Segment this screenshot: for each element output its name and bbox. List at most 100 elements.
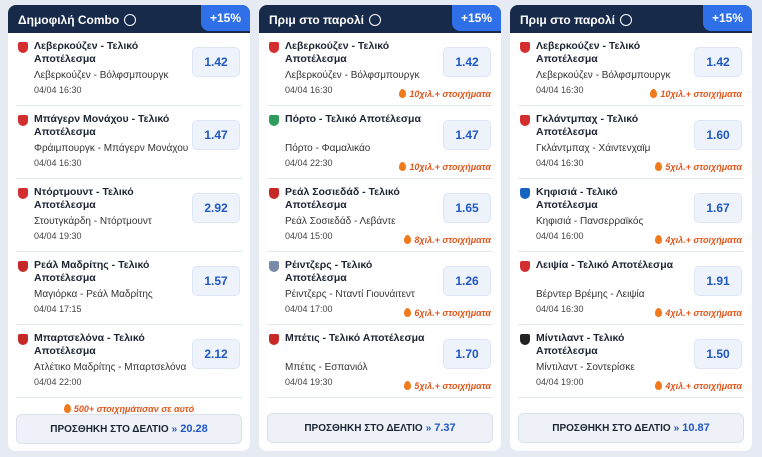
card-title: Δημοφιλή Combo — [18, 13, 137, 27]
match-time: 04/04 17:15 — [34, 304, 82, 314]
odds-button[interactable]: 1.91 — [694, 266, 742, 296]
odds-button[interactable]: 2.12 — [192, 339, 240, 369]
match-time: 04/04 22:00 — [34, 377, 82, 387]
odds-button[interactable]: 1.60 — [694, 120, 742, 150]
market-name: Ντόρτμουντ - Τελικό Αποτέλεσμα — [34, 186, 134, 211]
popularity-text: 10χιλ.+ στοιχήματα — [409, 162, 491, 172]
flame-icon — [399, 162, 407, 171]
team-logo — [18, 261, 28, 272]
odds-button[interactable]: 1.65 — [443, 193, 491, 223]
match-name: Μπέτις - Εσπανιόλ — [285, 362, 368, 373]
match-name: Ατλέτικο Μαδρίτης - Μπαρτσελόνα — [34, 362, 187, 373]
title-text: Δημοφιλή Combo — [18, 13, 120, 27]
card-title: Πριμ στο παρολί — [269, 13, 381, 27]
popularity-text: 10χιλ.+ στοιχήματα — [660, 89, 742, 99]
team-logo — [18, 334, 28, 345]
match-name: Λεβερκούζεν - Βόλφσμπουργκ — [536, 70, 671, 81]
flame-icon — [655, 381, 663, 390]
selection-row[interactable]: Λεβερκούζεν - Τελικό Αποτέλεσμα Λεβερκούζ… — [267, 33, 493, 106]
match-time: 04/04 16:30 — [285, 85, 333, 95]
odds-button[interactable]: 1.26 — [443, 266, 491, 296]
selection-row[interactable]: Πόρτο - Τελικό Αποτέλεσμα Πόρτο - Φαμαλικ… — [267, 106, 493, 179]
market-name: Μπέτις - Τελικό Αποτέλεσμα — [285, 332, 425, 344]
odds-button[interactable]: 1.42 — [443, 47, 491, 77]
match-info: Μπέτις - Εσπανιόλ 04/04 19:30 — [285, 361, 368, 389]
boost-badge: +15% — [200, 5, 250, 31]
odds-button[interactable]: 1.47 — [192, 120, 240, 150]
popularity-text: 4χιλ.+ στοιχήματα — [665, 235, 742, 245]
selection-row[interactable]: Μίντιλαντ - Τελικό Αποτέλεσμα Μίντιλαντ -… — [518, 325, 744, 398]
total-odds: 10.87 — [682, 422, 710, 434]
market-name: Κηφισιά - Τελικό Αποτέλεσμα — [536, 186, 618, 211]
boost-badge: +15% — [451, 5, 501, 31]
selection-row[interactable]: Μπάγερν Μονάχου - Τελικό Αποτέλεσμα Φράιμ… — [16, 106, 242, 179]
match-name: Γκλάντμπαχ - Χάιντενχαϊμ — [536, 143, 651, 154]
card: Δημοφιλή Combo +15% Λεβερκούζεν - Τελικό Α… — [8, 5, 250, 451]
selection-row[interactable]: Λειψία - Τελικό Αποτέλεσμα Βέρντερ Βρέμης… — [518, 252, 744, 325]
selection-row[interactable]: Λεβερκούζεν - Τελικό Αποτέλεσμα Λεβερκούζ… — [16, 33, 242, 106]
button-label: ΠΡΟΣΘΗΚΗ ΣΤΟ ΔΕΛΤΙΟ — [552, 423, 671, 434]
odds-button[interactable]: 1.70 — [443, 339, 491, 369]
match-name: Κηφισιά - Πανσερραϊκός — [536, 216, 644, 227]
selection-row[interactable]: Λεβερκούζεν - Τελικό Αποτέλεσμα Λεβερκούζ… — [518, 33, 744, 106]
selection-row[interactable]: Ρεάλ Σοσιεδάδ - Τελικό Αποτέλεσμα Ρεάλ Σο… — [267, 179, 493, 252]
popularity: 10χιλ.+ στοιχήματα — [399, 89, 491, 99]
flame-icon — [399, 89, 407, 98]
match-info: Γκλάντμπαχ - Χάιντενχαϊμ 04/04 16:30 — [536, 142, 650, 170]
market-name: Ρεάλ Σοσιεδάδ - Τελικό Αποτέλεσμα — [285, 186, 400, 211]
market-name: Γκλάντμπαχ - Τελικό Αποτέλεσμα — [536, 113, 639, 138]
selection-row[interactable]: Γκλάντμπαχ - Τελικό Αποτέλεσμα Γκλάντμπαχ… — [518, 106, 744, 179]
selection-row[interactable]: Ρεάλ Μαδρίτης - Τελικό Αποτέλεσμα Μαγιόρκ… — [16, 252, 242, 325]
add-to-slip[interactable]: ΠΡΟΣΘΗΚΗ ΣΤΟ ΔΕΛΤΙΟ» 20.28 — [16, 414, 242, 444]
card-title: Πριμ στο παρολί — [520, 13, 632, 27]
market-name: Μπάγερν Μονάχου - Τελικό Αποτέλεσμα — [34, 113, 170, 138]
market-name: Μπαρτσελόνα - Τελικό Αποτέλεσμα — [34, 332, 145, 357]
selection-row[interactable]: Ντόρτμουντ - Τελικό Αποτέλεσμα Στουτγκάρδ… — [16, 179, 242, 252]
title-text: Πριμ στο παρολί — [520, 13, 615, 27]
selection-row[interactable]: Μπαρτσελόνα - Τελικό Αποτέλεσμα Ατλέτικο … — [16, 325, 242, 398]
note-text: 500+ στοιχημάτισαν σε αυτό — [73, 404, 195, 414]
match-time: 04/04 17:00 — [285, 304, 333, 314]
odds-button[interactable]: 2.92 — [192, 193, 240, 223]
odds-button[interactable]: 1.57 — [192, 266, 240, 296]
market-name: Λεβερκούζεν - Τελικό Αποτέλεσμα — [285, 40, 390, 65]
boost-badge: +15% — [702, 5, 752, 31]
match-time: 04/04 22:30 — [285, 158, 333, 168]
team-logo — [520, 188, 530, 199]
arrow: » — [171, 424, 178, 435]
info-icon — [124, 14, 137, 26]
team-logo — [520, 334, 530, 345]
button-label: ΠΡΟΣΘΗΚΗ ΣΤΟ ΔΕΛΤΙΟ — [50, 424, 169, 435]
team-logo — [269, 188, 279, 199]
popularity-text: 6χιλ.+ στοιχήματα — [414, 308, 491, 318]
match-name: Πόρτο - Φαμαλικάο — [285, 143, 371, 154]
match-name: Ρέιντζερς - Νταντί Γιουνάιτεντ — [285, 289, 415, 300]
team-logo — [18, 42, 28, 53]
popularity-text: 4χιλ.+ στοιχήματα — [665, 308, 742, 318]
odds-button[interactable]: 1.50 — [694, 339, 742, 369]
flame-icon — [655, 235, 663, 244]
odds-button[interactable]: 1.67 — [694, 193, 742, 223]
match-info: Λεβερκούζεν - Βόλφσμπουργκ 04/04 16:30 — [34, 69, 168, 97]
flame-icon — [655, 162, 663, 171]
selection-row[interactable]: Μπέτις - Τελικό Αποτέλεσμα Μπέτις - Εσπαν… — [267, 325, 493, 398]
match-time: 04/04 16:30 — [34, 158, 82, 168]
popularity: 10χιλ.+ στοιχήματα — [650, 89, 742, 99]
add-to-slip[interactable]: ΠΡΟΣΘΗΚΗ ΣΤΟ ΔΕΛΤΙΟ» 10.87 — [518, 413, 744, 443]
match-time: 04/04 19:30 — [285, 377, 333, 387]
odds-button[interactable]: 1.42 — [694, 47, 742, 77]
team-logo — [520, 115, 530, 126]
selection-row[interactable]: Κηφισιά - Τελικό Αποτέλεσμα Κηφισιά - Παν… — [518, 179, 744, 252]
odds-button[interactable]: 1.47 — [443, 120, 491, 150]
match-info: Ατλέτικο Μαδρίτης - Μπαρτσελόνα 04/04 22:… — [34, 361, 186, 389]
odds-button[interactable]: 1.42 — [192, 47, 240, 77]
selection-row[interactable]: Ρέιντζερς - Τελικό Αποτέλεσμα Ρέιντζερς -… — [267, 252, 493, 325]
match-time: 04/04 19:00 — [536, 377, 584, 387]
popularity: 4χιλ.+ στοιχήματα — [655, 308, 742, 318]
match-name: Λεβερκούζεν - Βόλφσμπουργκ — [34, 70, 169, 81]
match-info: Φράιμπουργκ - Μπάγερν Μονάχου 04/04 16:30 — [34, 142, 188, 170]
match-name: Μαγιόρκα - Ρεάλ Μαδρίτης — [34, 289, 153, 300]
card-header: Δημοφιλή Combo +15% — [8, 5, 250, 33]
add-to-slip[interactable]: ΠΡΟΣΘΗΚΗ ΣΤΟ ΔΕΛΤΙΟ» 7.37 — [267, 413, 493, 443]
team-logo — [269, 334, 279, 345]
